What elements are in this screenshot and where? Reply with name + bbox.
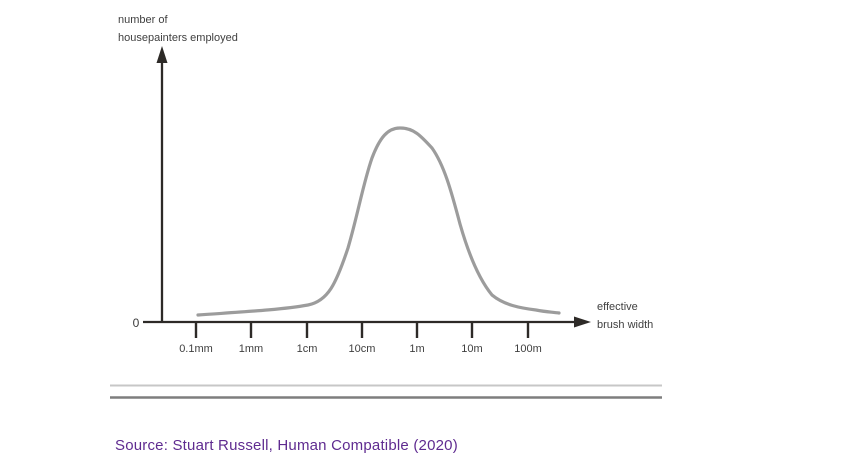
y-axis-title-line1: number of	[118, 14, 168, 26]
x-tick-label-10cm: 10cm	[349, 343, 376, 355]
x-axis-arrowhead-icon	[574, 316, 591, 328]
x-tick-label-100m: 100m	[514, 343, 542, 355]
source-attribution: Source: Stuart Russell, Human Compatible…	[115, 437, 458, 454]
x-tick-label-0.1mm: 0.1mm	[179, 343, 213, 355]
bell-curve	[196, 126, 561, 317]
x-axis-title-line2: brush width	[597, 319, 653, 331]
x-tick-label-1m: 1m	[409, 343, 424, 355]
y-axis-title-line2: housepainters employed	[118, 32, 238, 44]
origin-zero-label: 0	[133, 316, 140, 330]
x-tick-label-1cm: 1cm	[297, 343, 318, 355]
x-axis-title-line1: effective	[597, 301, 638, 313]
x-tick-label-10m: 10m	[461, 343, 482, 355]
x-tick-label-1mm: 1mm	[239, 343, 263, 355]
y-axis-arrowhead-icon	[156, 46, 168, 63]
